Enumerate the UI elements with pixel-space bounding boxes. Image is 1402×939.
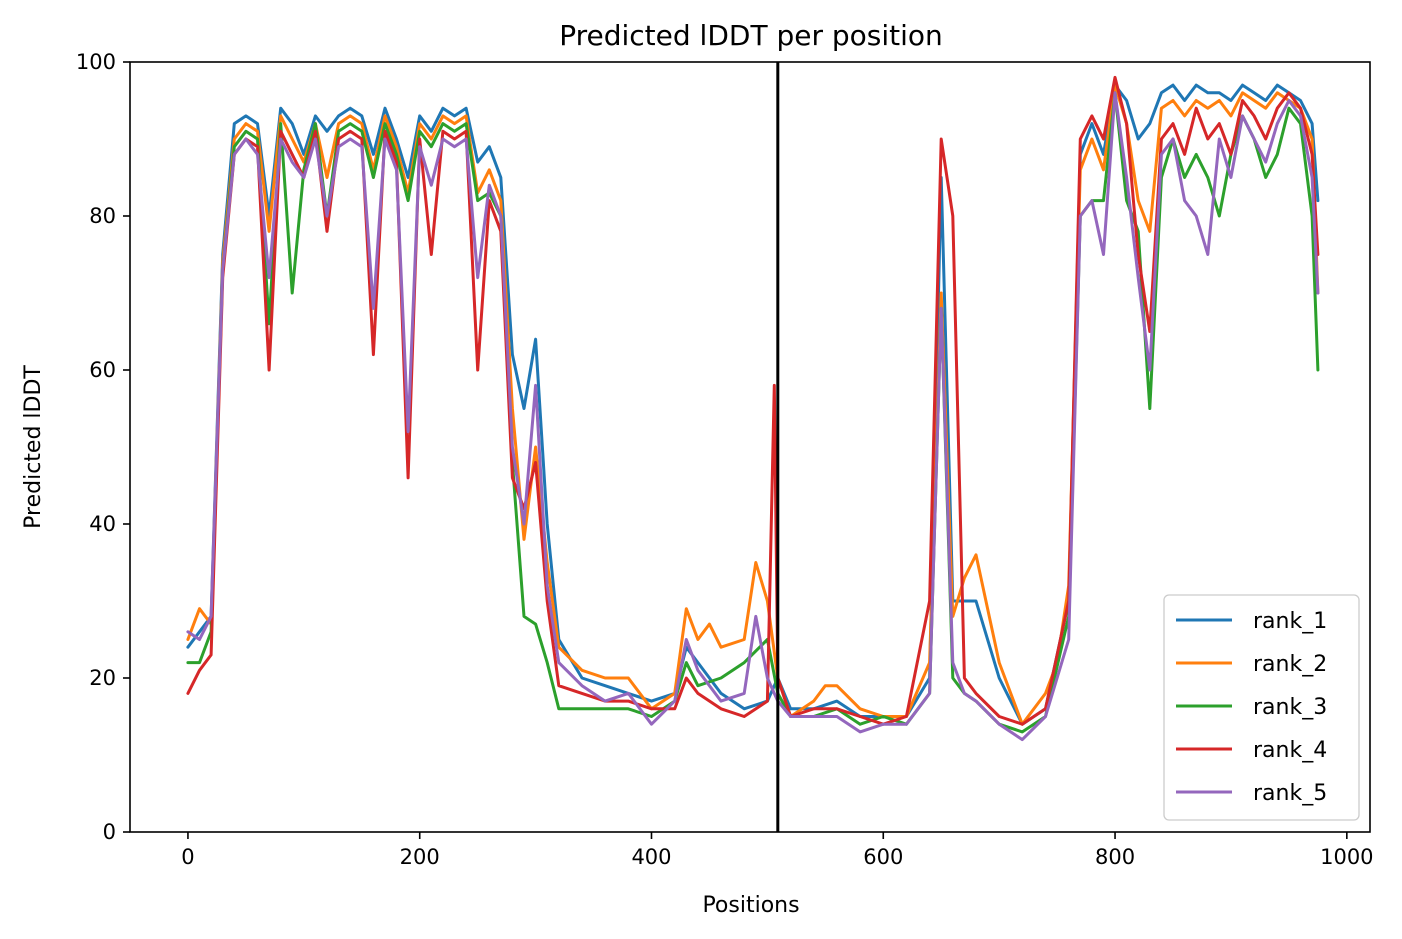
y-tick-label: 20 bbox=[89, 666, 116, 690]
series-line-rank_2 bbox=[186, 83, 1320, 726]
y-tick-label: 40 bbox=[89, 512, 116, 536]
x-axis-label: Positions bbox=[702, 893, 799, 918]
legend-label-rank_3: rank_3 bbox=[1253, 695, 1327, 720]
y-axis: 0 20 40 60 80 100 bbox=[76, 50, 130, 844]
legend-box bbox=[1163, 594, 1360, 821]
series-line-rank_3 bbox=[186, 91, 1320, 734]
x-tick-label: 800 bbox=[1095, 845, 1135, 869]
x-axis: 0 200 400 600 800 1000 bbox=[181, 832, 1374, 869]
series-line-rank_1 bbox=[186, 83, 1320, 726]
x-tick-label: 1000 bbox=[1320, 845, 1373, 869]
y-axis-label: Predicted lDDT bbox=[21, 365, 46, 529]
series-line-rank_4 bbox=[186, 75, 1320, 726]
y-tick-label: 80 bbox=[89, 204, 116, 228]
x-tick-label: 0 bbox=[181, 845, 194, 869]
series-layer bbox=[186, 75, 1320, 742]
x-tick-label: 600 bbox=[863, 845, 903, 869]
y-tick-label: 100 bbox=[76, 50, 116, 74]
plot-frame bbox=[129, 61, 1371, 833]
y-tick-label: 60 bbox=[89, 358, 116, 382]
legend-label-rank_5: rank_5 bbox=[1253, 781, 1327, 806]
x-tick-label: 400 bbox=[631, 845, 671, 869]
x-tick-label: 200 bbox=[400, 845, 440, 869]
legend: rank_1 rank_2 rank_3 rank_4 rank_5 bbox=[1163, 594, 1360, 821]
plot-area bbox=[129, 61, 1371, 833]
legend-label-rank_4: rank_4 bbox=[1253, 738, 1327, 763]
legend-label-rank_1: rank_1 bbox=[1253, 609, 1327, 634]
series-line-rank_5 bbox=[186, 91, 1320, 742]
legend-label-rank_2: rank_2 bbox=[1253, 652, 1327, 677]
y-tick-label: 0 bbox=[103, 820, 116, 844]
chart-title: Predicted lDDT per position bbox=[559, 19, 943, 52]
